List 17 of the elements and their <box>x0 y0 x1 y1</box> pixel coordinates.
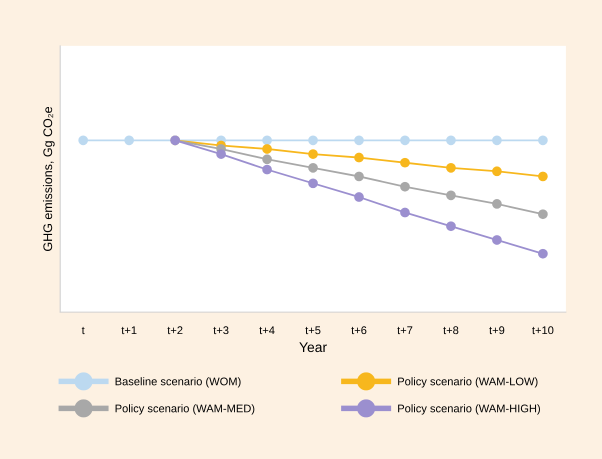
legend-label: Baseline scenario (WOM) <box>116 377 241 388</box>
x-tick-label: t+4 <box>259 326 275 334</box>
x-axis-title: Year <box>299 342 327 352</box>
x-tick-label: t+1 <box>121 326 136 334</box>
x-tick-label: t+8 <box>443 326 458 334</box>
legend-label: Policy scenario (WAM-LOW) <box>398 377 538 388</box>
x-tick-label: t+3 <box>213 326 228 334</box>
x-tick-label: t+9 <box>489 326 504 334</box>
x-tick-label: t+6 <box>351 326 366 334</box>
x-tick-label: t+5 <box>305 326 320 334</box>
x-tick-label: t+2 <box>167 326 182 334</box>
legend-label: Policy scenario (WAM-HIGH) <box>398 404 540 415</box>
legend-label: Policy scenario (WAM-MED) <box>116 404 254 415</box>
x-tick-label: t+10 <box>532 326 554 334</box>
y-axis-title: GHG emissions, Gg CO₂e <box>42 106 55 251</box>
x-tick-label: t+7 <box>397 326 412 334</box>
x-tick-label: t <box>82 326 85 334</box>
